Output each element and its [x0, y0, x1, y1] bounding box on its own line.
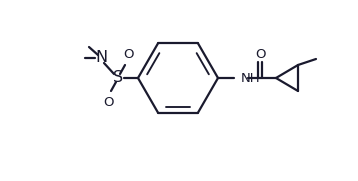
Text: NH: NH	[241, 73, 261, 85]
Text: S: S	[113, 71, 123, 85]
Text: O: O	[123, 47, 133, 60]
Text: N: N	[95, 49, 107, 64]
Text: O: O	[255, 49, 265, 62]
Text: O: O	[103, 96, 113, 108]
